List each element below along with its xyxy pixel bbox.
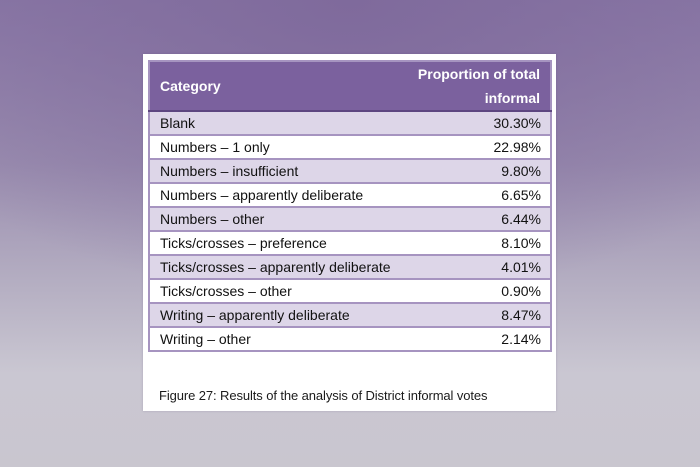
row-value: 6.44%: [404, 206, 551, 231]
table-row: Writing – other 2.14%: [149, 326, 551, 351]
row-value: 4.01%: [404, 254, 551, 279]
table-row: Ticks/crosses – preference 8.10%: [149, 230, 551, 255]
row-category: Writing – other: [149, 326, 405, 351]
table-row: Numbers – insufficient 9.80%: [149, 158, 551, 183]
row-value: 9.80%: [404, 158, 551, 183]
row-category: Numbers – other: [149, 206, 405, 231]
table-row: Blank 30.30%: [149, 110, 551, 135]
figure-caption: Figure 27: Results of the analysis of Di…: [159, 388, 488, 403]
informal-votes-table: Category Proportion of total informal Bl…: [148, 60, 552, 352]
row-category: Numbers – apparently deliberate: [149, 182, 405, 207]
column-header-category: Category: [149, 61, 405, 112]
table-row: Numbers – apparently deliberate 6.65%: [149, 182, 551, 207]
row-value: 6.65%: [404, 182, 551, 207]
row-category: Ticks/crosses – preference: [149, 230, 405, 255]
row-category: Writing – apparently deliberate: [149, 302, 405, 327]
table-row: Numbers – 1 only 22.98%: [149, 134, 551, 159]
table-row: Numbers – other 6.44%: [149, 206, 551, 231]
table-header-row: Category Proportion of total informal: [149, 61, 551, 112]
figure-card: Category Proportion of total informal Bl…: [143, 54, 556, 411]
table-row: Ticks/crosses – apparently deliberate 4.…: [149, 254, 551, 279]
column-header-proportion-line1: Proportion of total: [417, 66, 540, 82]
row-value: 2.14%: [404, 326, 551, 351]
row-value: 22.98%: [404, 134, 551, 159]
column-header-proportion-line2: informal: [484, 90, 540, 106]
row-category: Ticks/crosses – apparently deliberate: [149, 254, 405, 279]
row-category: Ticks/crosses – other: [149, 278, 405, 303]
table-row: Writing – apparently deliberate 8.47%: [149, 302, 551, 327]
row-category: Numbers – insufficient: [149, 158, 405, 183]
row-category: Numbers – 1 only: [149, 134, 405, 159]
row-value: 8.47%: [404, 302, 551, 327]
row-value: 8.10%: [404, 230, 551, 255]
row-value: 30.30%: [404, 110, 551, 135]
row-value: 0.90%: [404, 278, 551, 303]
table-row: Ticks/crosses – other 0.90%: [149, 278, 551, 303]
column-header-proportion: Proportion of total informal: [404, 61, 551, 112]
row-category: Blank: [149, 110, 405, 135]
